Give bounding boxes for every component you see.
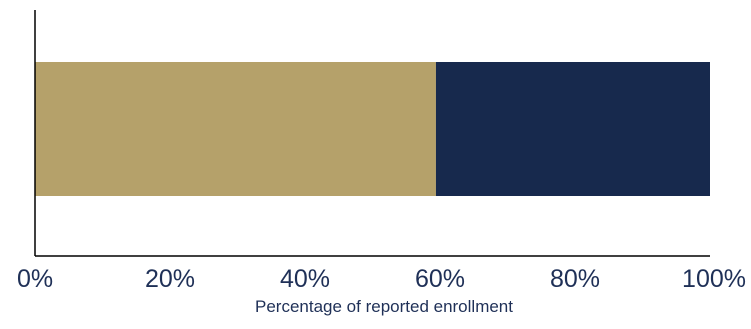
- x-tick-label: 0%: [17, 265, 53, 293]
- x-axis-label: Percentage of reported enrollment: [255, 297, 513, 316]
- bar-segment-1: [35, 62, 436, 196]
- bars-layer: [35, 62, 710, 196]
- axes-layer: [34, 10, 710, 257]
- x-tick-label: 20%: [145, 265, 195, 293]
- x-tick-label: 60%: [415, 265, 465, 293]
- x-tick-label: 40%: [280, 265, 330, 293]
- x-tick-label: 80%: [550, 265, 600, 293]
- bar-segment-2: [435, 62, 710, 196]
- x-tick-labels: 0% 20% 40% 60% 80% 100%: [17, 265, 746, 293]
- x-tick-label: 100%: [682, 265, 746, 293]
